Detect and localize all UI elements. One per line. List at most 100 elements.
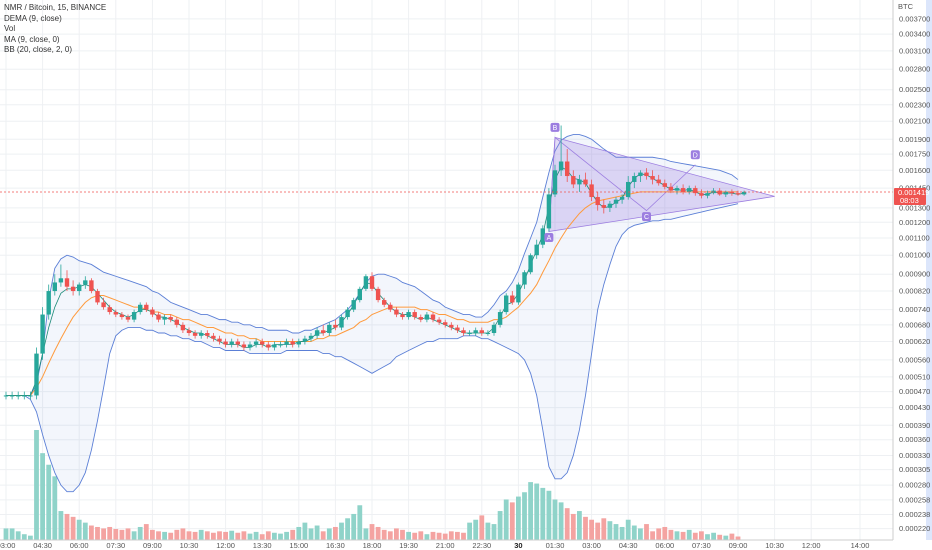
- price-axis-scrollbar[interactable]: [926, 0, 932, 540]
- volume-bar: [180, 528, 186, 540]
- marker-badge: [690, 150, 700, 160]
- candle-body: [345, 309, 350, 318]
- legend-item-vol[interactable]: Vol: [4, 24, 16, 33]
- time-tick-label: 30: [514, 541, 522, 550]
- volume-bar: [699, 531, 704, 540]
- volume-bar: [308, 528, 314, 540]
- volume-bar: [705, 534, 710, 540]
- volume-bar: [717, 534, 723, 540]
- marker-badge: [544, 233, 554, 243]
- volume-bar: [589, 519, 594, 540]
- triangle-point-b: B: [550, 122, 560, 132]
- candle-body: [284, 341, 289, 345]
- candle-body: [168, 317, 173, 320]
- volume-bar: [491, 524, 497, 540]
- candle-body: [729, 191, 735, 194]
- price-axis-unit: BTC: [898, 2, 914, 11]
- triangle-point-a: A: [544, 233, 554, 243]
- candle-body: [467, 333, 472, 335]
- symbol-title[interactable]: NMR / Bitcoin, 15, BINANCE: [4, 3, 107, 12]
- volume-bar: [656, 528, 662, 540]
- candle-body: [680, 188, 686, 192]
- marker-label: D: [693, 152, 698, 159]
- candle-body: [674, 188, 680, 191]
- candle-body: [534, 244, 539, 256]
- volume-bar: [119, 529, 125, 540]
- volume-bar: [503, 499, 509, 540]
- candle-body: [583, 179, 588, 185]
- price-tick-label: 0.000280: [899, 481, 930, 490]
- price-tick-label: 0.001750: [899, 150, 930, 159]
- candle-body: [668, 186, 674, 191]
- volume-bar: [570, 513, 576, 540]
- candle-body: [735, 193, 741, 195]
- candle-body: [9, 395, 15, 397]
- price-axis[interactable]: 0.003700 0.003400 0.003100 0.002800 0.002500…: [899, 14, 930, 533]
- time-tick-label: 15:00: [289, 541, 308, 550]
- volume-bar: [509, 502, 515, 540]
- candle-body: [119, 314, 125, 318]
- volume-bar: [235, 532, 241, 540]
- volume-bar: [211, 532, 216, 540]
- volume-bar: [290, 529, 296, 540]
- price-axis-background: [893, 0, 932, 550]
- last-price-value: 0.001419: [898, 188, 929, 197]
- volume-bar: [64, 513, 70, 540]
- volume-bar: [101, 528, 106, 540]
- price-tick-label: 0.000620: [899, 337, 930, 346]
- candle-body: [613, 199, 619, 204]
- volume-bar: [52, 476, 58, 540]
- price-tick-label: 0.002500: [899, 85, 930, 94]
- candle-body: [552, 170, 558, 195]
- bar-countdown: 08:03: [900, 196, 919, 205]
- candle-body: [211, 335, 216, 339]
- volume-bar: [479, 515, 485, 540]
- price-tick-label: 0.000740: [899, 305, 930, 314]
- candle-body: [327, 324, 332, 334]
- volume-bar: [326, 528, 332, 540]
- time-axis[interactable]: 03:00 04:30 06:00 07:30 09:00 10:30 12:00 13:30…: [0, 541, 869, 550]
- volume-bar: [485, 522, 491, 540]
- candle-body: [644, 172, 649, 177]
- candle-body: [144, 304, 149, 310]
- candle-body: [687, 188, 692, 192]
- candle-body: [595, 197, 600, 206]
- volume-bar: [601, 518, 607, 540]
- marker-badge: [642, 212, 651, 222]
- volume-bar: [564, 508, 570, 540]
- legend-item-ma[interactable]: MA (9, close, 0): [4, 34, 60, 44]
- volume-bar: [162, 531, 167, 540]
- volume-bar: [631, 525, 637, 540]
- candle-body: [223, 341, 228, 345]
- volume-bar: [369, 524, 375, 540]
- marker-badge: [550, 122, 560, 132]
- candle-body: [46, 291, 51, 315]
- legend-item-dema[interactable]: DEMA (9, close): [4, 13, 62, 23]
- price-tick-label: 0.000220: [899, 524, 930, 533]
- volume-bar: [89, 525, 94, 540]
- candle-body: [333, 324, 338, 328]
- volume-bar: [375, 526, 381, 540]
- legend-item-bb[interactable]: BB (20, close, 2, 0): [4, 45, 73, 54]
- candle-body: [150, 309, 155, 315]
- bb-fill: [6, 134, 738, 492]
- volume-bar: [644, 524, 649, 540]
- volume-bar: [333, 526, 338, 540]
- candlesticks: [3, 125, 747, 400]
- price-tick-label: 0.000680: [899, 320, 930, 329]
- price-tick-label: 0.001600: [899, 166, 930, 175]
- price-tick-label: 0.000900: [899, 270, 930, 279]
- volume-bar: [229, 530, 235, 540]
- volume-bar: [546, 490, 552, 540]
- candle-body: [650, 176, 655, 180]
- volume-bar: [473, 519, 479, 540]
- candle-body: [363, 276, 369, 289]
- candle-body: [272, 344, 277, 348]
- volume-bar: [448, 531, 454, 540]
- candle-body: [95, 291, 100, 303]
- volume-bar: [418, 531, 424, 540]
- candle-body: [125, 317, 131, 320]
- candle-body: [382, 300, 387, 305]
